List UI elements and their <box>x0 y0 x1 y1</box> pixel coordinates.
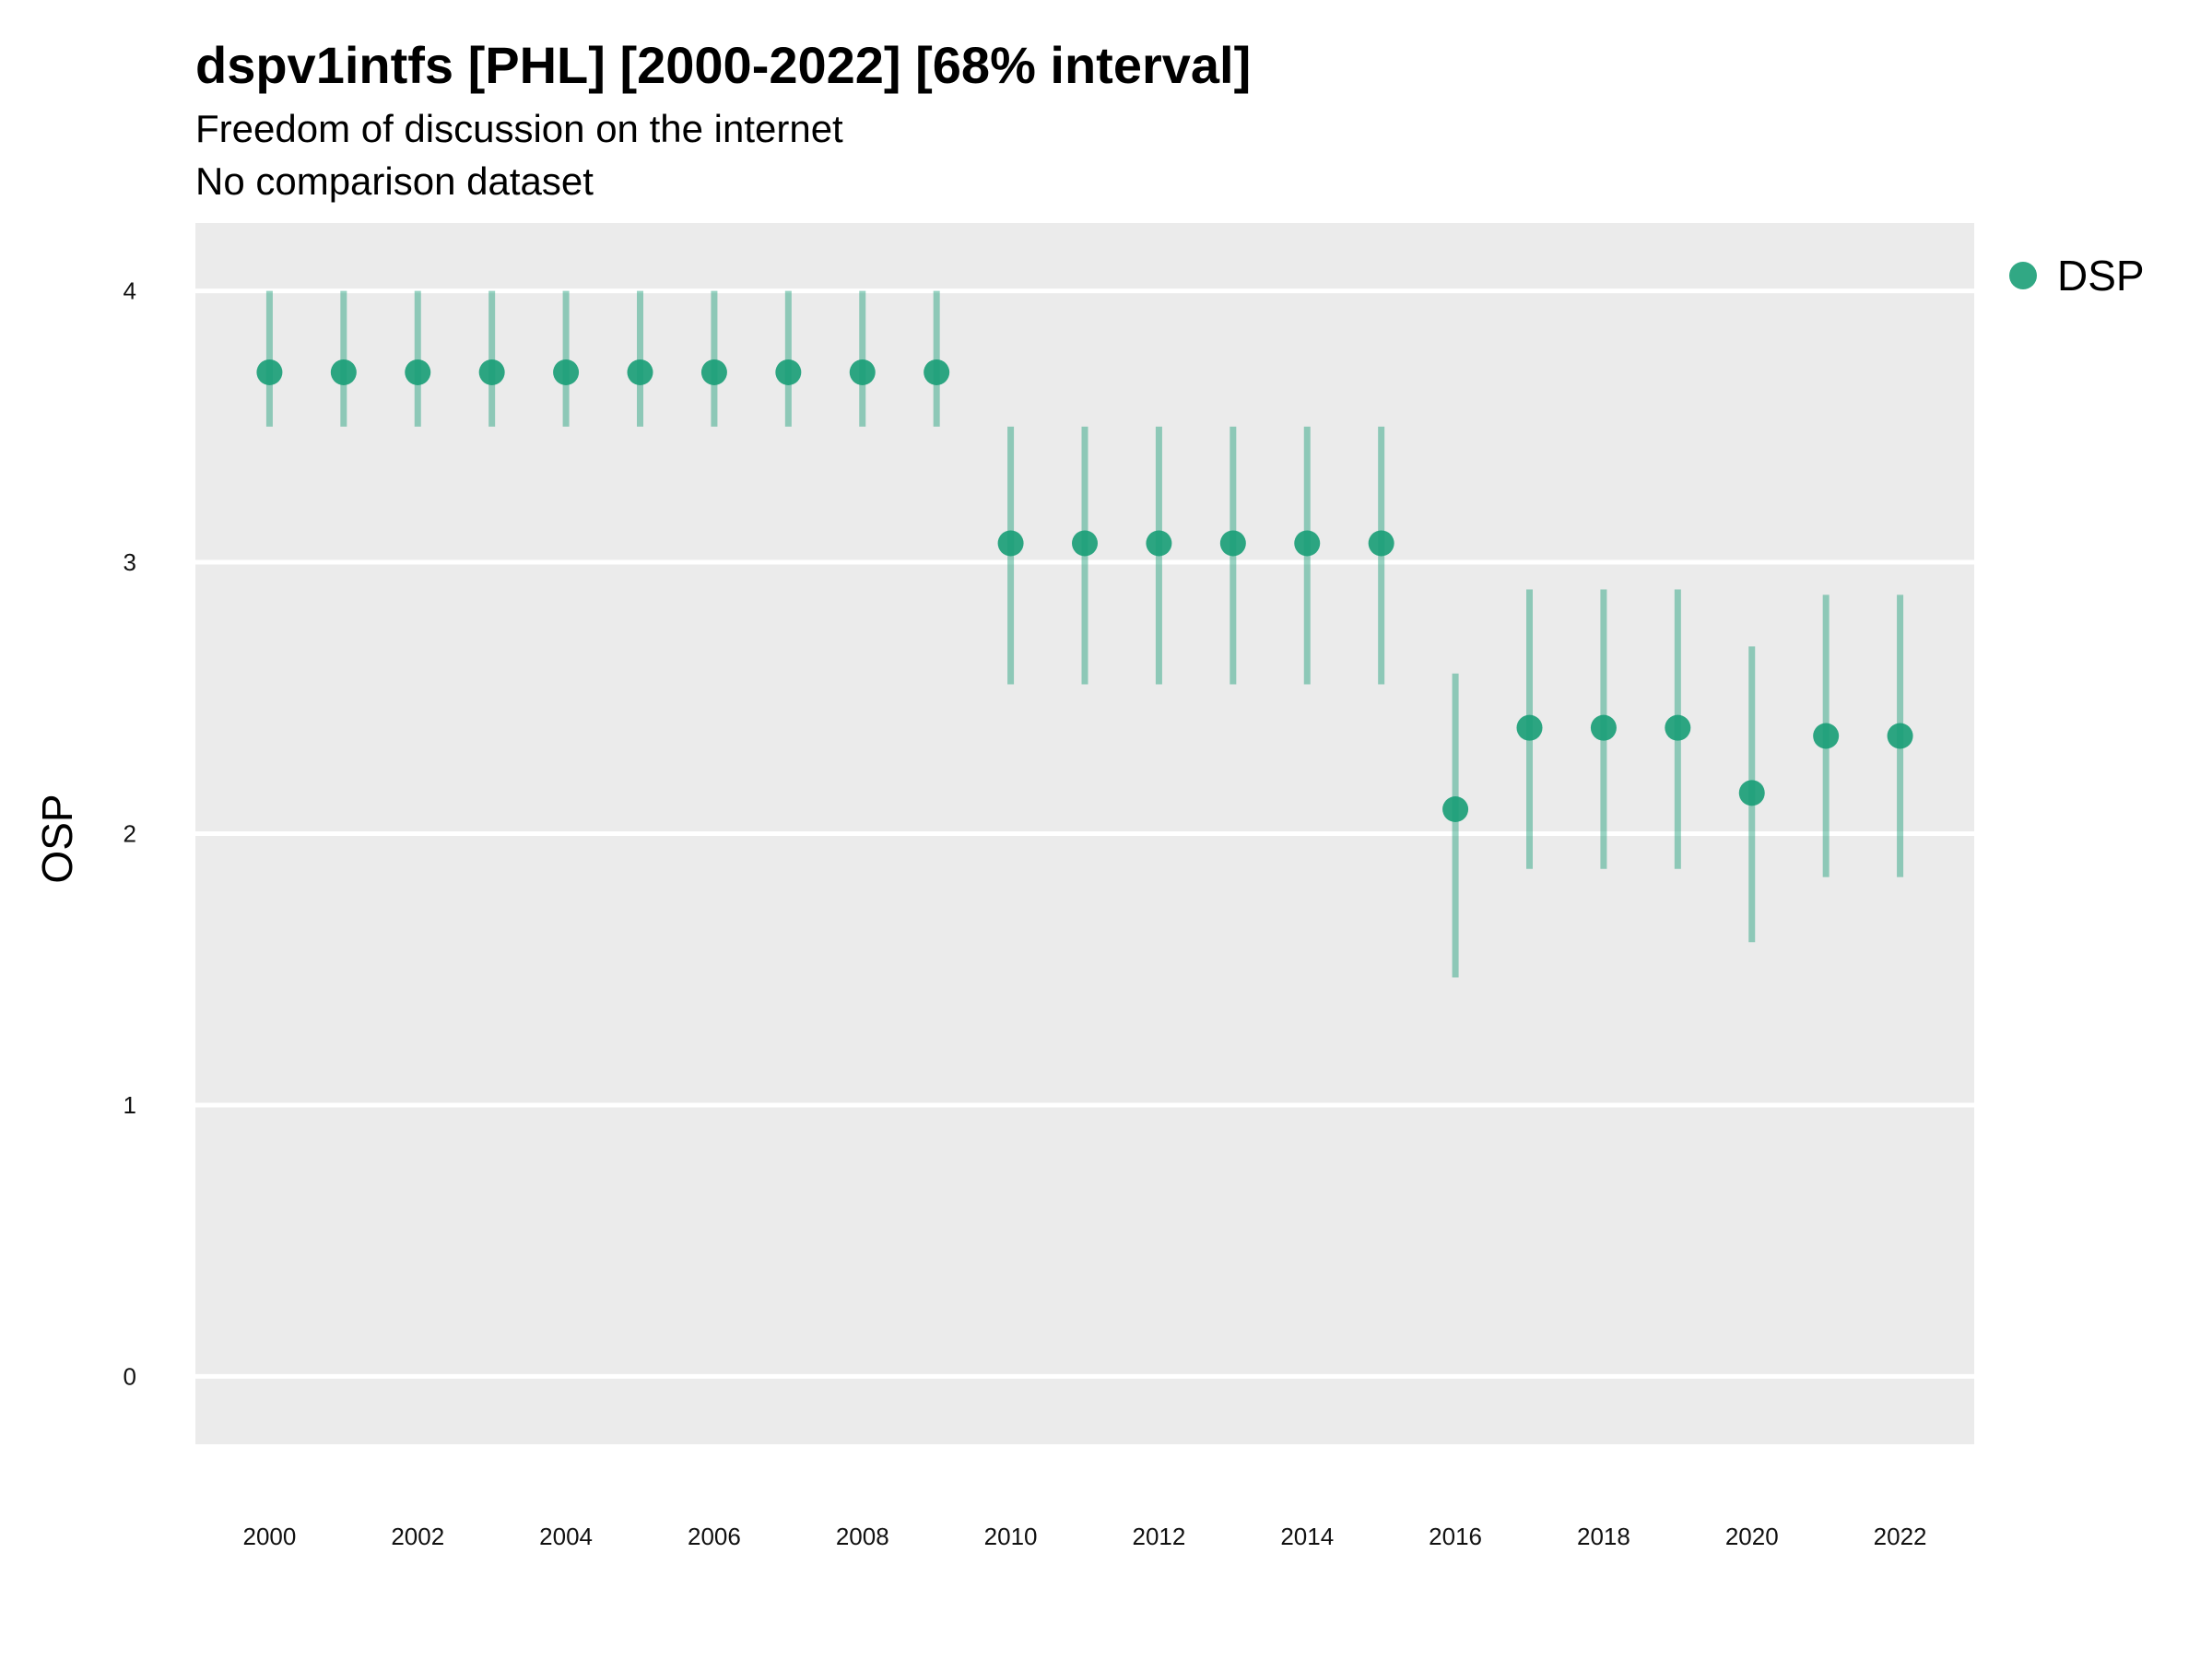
data-point <box>1590 714 1617 741</box>
data-point <box>1072 530 1098 557</box>
x-tick-label: 2006 <box>688 1523 741 1550</box>
y-tick-labels: 0 1 2 3 4 <box>124 277 136 1391</box>
data-marks <box>256 290 1913 978</box>
chart-subtitle: Freedom of discussion on the internet <box>195 107 843 150</box>
y-tick-label: 3 <box>124 548 136 576</box>
legend: DSP <box>2009 251 2145 300</box>
data-point <box>1294 530 1321 557</box>
data-point <box>405 359 431 385</box>
data-point <box>1146 530 1172 557</box>
y-axis-label: OSP <box>33 794 81 883</box>
legend-label-dsp: DSP <box>2057 252 2145 300</box>
x-tick-label: 2020 <box>1725 1523 1779 1550</box>
grid-lines <box>195 288 1974 1379</box>
legend-key-dsp <box>2009 262 2037 289</box>
data-point <box>330 359 357 385</box>
y-tick-label: 2 <box>124 820 136 848</box>
x-tick-label: 2004 <box>539 1523 593 1550</box>
data-point <box>997 530 1024 557</box>
data-point <box>775 359 802 385</box>
y-tick-label: 4 <box>124 277 136 305</box>
x-tick-label: 2000 <box>242 1523 296 1550</box>
data-point <box>1368 530 1394 557</box>
x-tick-label: 2002 <box>391 1523 444 1550</box>
x-tick-labels: 2000 2002 2004 2006 2008 2010 2012 2014 2016 2018… <box>242 1523 1926 1550</box>
chart-caption: No comparison dataset <box>195 159 594 203</box>
data-point <box>924 359 950 385</box>
data-point <box>1887 723 1913 749</box>
data-point <box>1665 714 1691 741</box>
x-tick-label: 2016 <box>1429 1523 1482 1550</box>
x-tick-label: 2010 <box>984 1523 1038 1550</box>
data-point <box>1219 530 1246 557</box>
data-point <box>849 359 876 385</box>
data-point <box>1813 723 1840 749</box>
data-point <box>1738 780 1765 806</box>
data-point <box>1442 796 1469 822</box>
data-point <box>1516 714 1543 741</box>
data-point <box>627 359 653 385</box>
x-tick-label: 2018 <box>1577 1523 1630 1550</box>
data-point <box>256 359 283 385</box>
x-tick-label: 2014 <box>1280 1523 1334 1550</box>
data-point <box>478 359 505 385</box>
y-tick-label: 1 <box>124 1091 136 1119</box>
x-tick-label: 2022 <box>1874 1523 1927 1550</box>
x-tick-label: 2012 <box>1132 1523 1185 1550</box>
data-point <box>700 359 727 385</box>
data-point <box>553 359 580 385</box>
chart-title: dspv1intfs [PHL] [2000-2022] [68% interv… <box>195 36 1252 94</box>
y-tick-label: 0 <box>124 1362 136 1390</box>
x-tick-label: 2008 <box>836 1523 889 1550</box>
